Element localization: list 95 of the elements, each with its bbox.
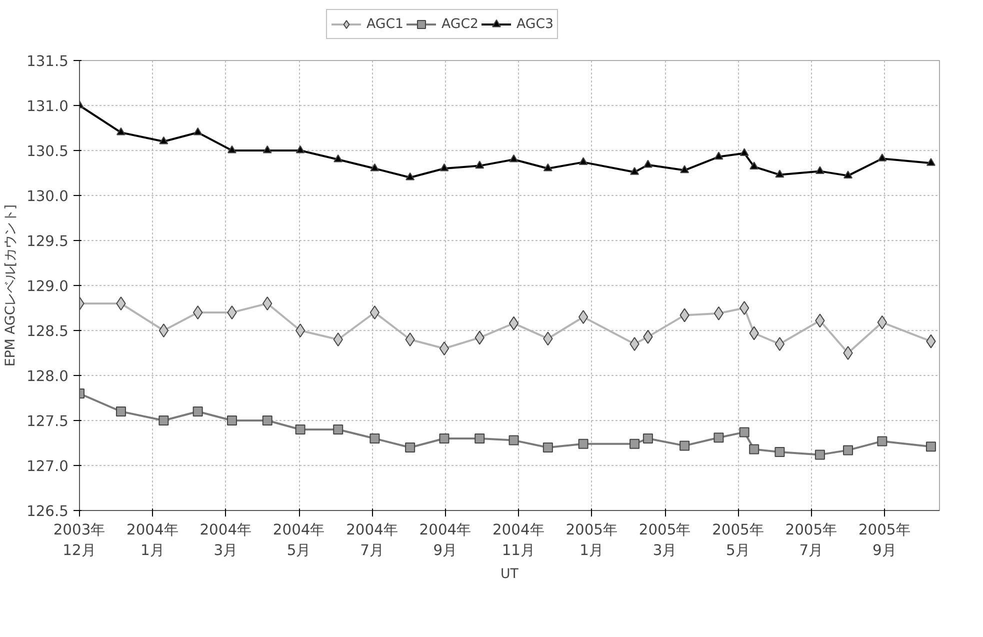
point: [508, 435, 519, 446]
y-tick-label: 126.5: [26, 503, 69, 520]
x-tick-label: 2004年 3月: [200, 522, 252, 559]
y-tick-label: 128.0: [26, 368, 69, 385]
x-tick-label: 2005年 9月: [858, 522, 911, 559]
point: [630, 438, 640, 449]
x-tick-label: 2003年 12月: [53, 522, 106, 559]
point: [775, 170, 784, 178]
point: [714, 432, 724, 443]
point: [578, 157, 588, 166]
point: [192, 406, 203, 416]
legend-label: AGC2: [441, 16, 478, 32]
point: [295, 424, 306, 434]
point: [333, 332, 343, 346]
point: [926, 442, 936, 452]
point: [333, 424, 344, 434]
point: [159, 136, 168, 144]
point: [642, 434, 653, 444]
point: [739, 301, 750, 315]
point: [227, 145, 236, 154]
point: [509, 154, 518, 162]
y-tick-label: 130.0: [26, 188, 69, 205]
point: [680, 165, 690, 174]
x-axis-title: UT: [500, 566, 520, 582]
x-tick-label: 2004年 1月: [126, 522, 179, 559]
point: [296, 145, 305, 154]
point: [774, 337, 785, 351]
point: [508, 316, 519, 330]
x-tick-label: 2005年 7月: [785, 522, 838, 559]
point: [295, 324, 306, 338]
point: [226, 416, 237, 426]
y-axis-title: EPM AGCレベル[カウント]: [4, 204, 19, 367]
point: [740, 148, 749, 156]
point: [578, 438, 588, 449]
point: [750, 162, 759, 170]
point: [439, 434, 450, 444]
point: [877, 436, 888, 446]
point: [405, 332, 415, 346]
x-tick-label: 2004年 11月: [492, 522, 545, 559]
x-tick-label: 2004年 5月: [272, 522, 326, 559]
point: [116, 406, 126, 416]
point: [578, 310, 588, 324]
point: [543, 163, 552, 172]
x-tick-label: 2004年 7月: [346, 522, 398, 559]
point: [749, 444, 760, 454]
y-tick-label: 131.5: [26, 53, 69, 70]
point: [714, 306, 724, 320]
point: [739, 427, 750, 438]
point: [370, 434, 380, 444]
y-tick-label: 128.5: [26, 323, 69, 340]
point: [192, 306, 203, 320]
point: [405, 442, 416, 452]
point: [439, 342, 450, 356]
point: [878, 153, 887, 162]
point: [542, 442, 553, 452]
point: [843, 445, 854, 456]
legend-label: AGC1: [366, 16, 404, 32]
point: [370, 163, 380, 172]
point: [714, 152, 724, 160]
x-tick-label: 2005年 5月: [712, 522, 764, 559]
point: [370, 306, 380, 320]
point: [406, 172, 415, 180]
point: [116, 127, 126, 136]
y-tick-label: 129.5: [26, 233, 69, 250]
point: [844, 170, 853, 179]
point: [680, 440, 690, 451]
y-tick-label: 127.0: [26, 458, 69, 475]
point: [643, 160, 652, 168]
y-tick-label: 131.0: [26, 98, 69, 115]
point: [843, 346, 853, 360]
point: [474, 434, 485, 444]
y-tick-label: 127.5: [26, 413, 69, 430]
point: [815, 166, 824, 174]
y-tick-label: 129.0: [26, 278, 69, 295]
y-tick-label: 130.5: [26, 143, 69, 160]
point: [262, 296, 272, 310]
legend-label: AGC3: [516, 16, 554, 32]
point: [227, 306, 237, 320]
point: [158, 324, 169, 338]
point: [440, 163, 449, 172]
point: [774, 447, 785, 457]
x-tick-label: 2005年 1月: [566, 522, 618, 559]
point: [630, 166, 640, 175]
point: [814, 450, 825, 460]
point: [475, 160, 484, 169]
point: [262, 145, 272, 154]
point: [116, 296, 126, 310]
point: [262, 416, 272, 426]
point: [158, 416, 169, 426]
point: [193, 127, 202, 136]
point: [630, 337, 640, 351]
point: [926, 158, 936, 166]
point: [334, 154, 343, 162]
x-tick-label: 2005年 3月: [638, 522, 692, 559]
x-tick-label: 2004年 9月: [419, 522, 472, 559]
